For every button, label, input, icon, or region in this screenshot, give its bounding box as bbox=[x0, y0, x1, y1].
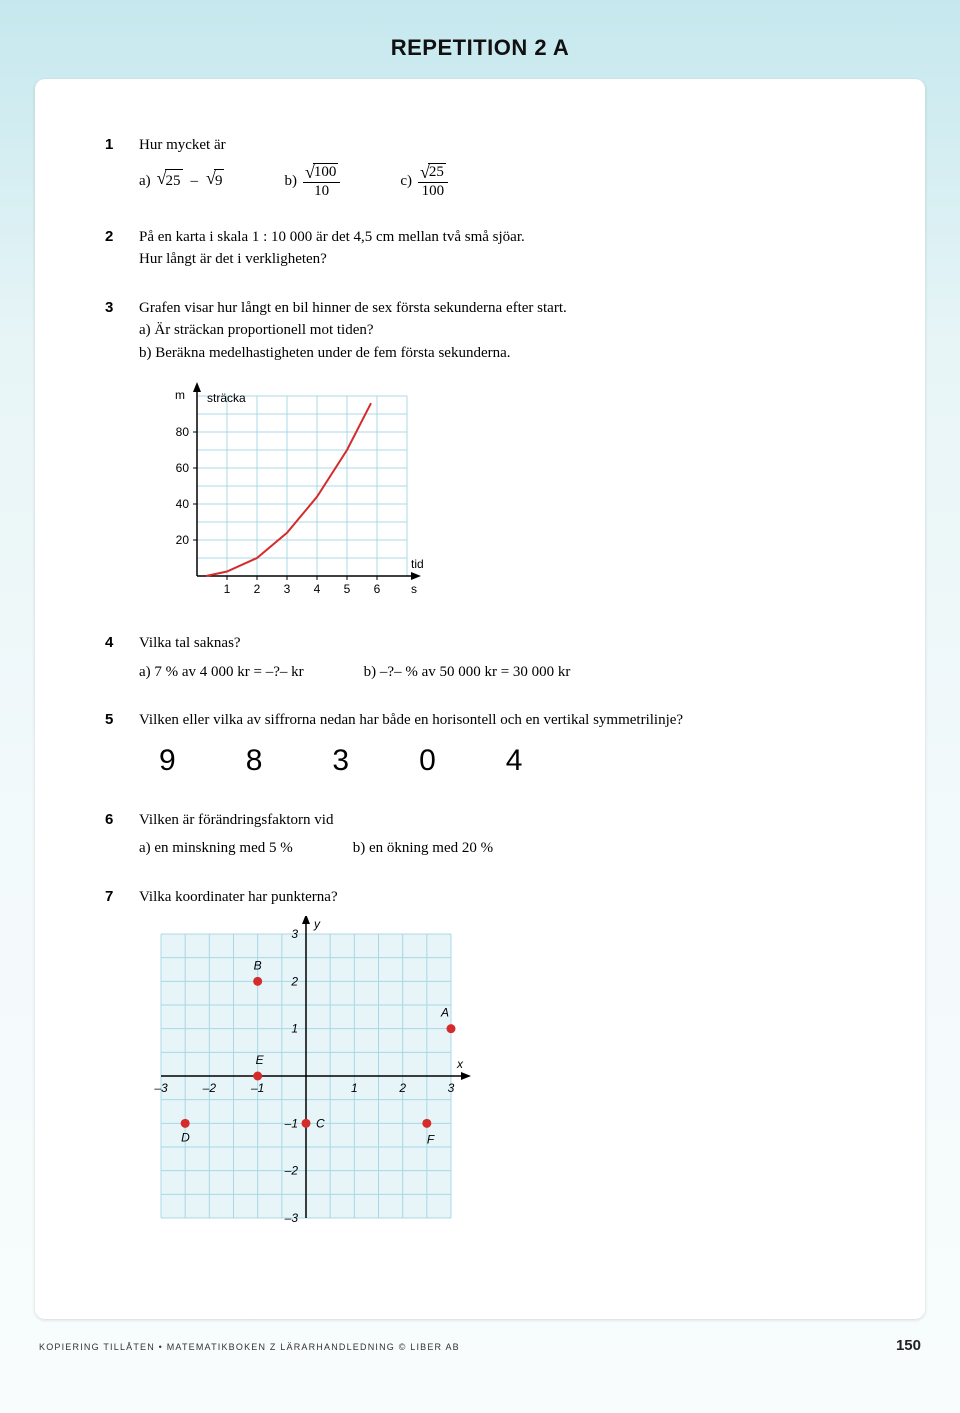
svg-text:–1: –1 bbox=[250, 1081, 264, 1095]
q6-part-b: b) en ökning med 20 % bbox=[353, 837, 493, 860]
q2-number: 2 bbox=[105, 226, 139, 271]
q1-prompt: Hur mycket är bbox=[139, 134, 855, 157]
page-number: 150 bbox=[896, 1337, 921, 1354]
svg-text:E: E bbox=[256, 1053, 265, 1067]
q3-number: 3 bbox=[105, 297, 139, 607]
svg-text:1: 1 bbox=[291, 1022, 298, 1036]
svg-text:1: 1 bbox=[351, 1081, 358, 1095]
q5-prompt: Vilken eller vilka av siffrorna nedan ha… bbox=[139, 709, 855, 732]
svg-text:B: B bbox=[254, 958, 262, 972]
svg-text:2: 2 bbox=[290, 974, 298, 988]
question-1: 1 Hur mycket är a) √25 – √9 b) √100 10 bbox=[105, 134, 855, 200]
svg-text:2: 2 bbox=[398, 1081, 406, 1095]
q7-number: 7 bbox=[105, 886, 139, 1237]
svg-text:3: 3 bbox=[291, 927, 298, 941]
q6-number: 6 bbox=[105, 809, 139, 860]
svg-text:C: C bbox=[316, 1116, 325, 1130]
q1-part-c: c) √25 100 bbox=[400, 163, 448, 200]
q7-chart: –3–2–1123–3–2–1123xyABCDEF bbox=[139, 916, 855, 1236]
q2-line2: Hur långt är det i verkligheten? bbox=[139, 248, 855, 271]
worksheet-card: 1 Hur mycket är a) √25 – √9 b) √100 10 bbox=[35, 79, 925, 1319]
svg-text:1: 1 bbox=[224, 582, 231, 596]
svg-text:2: 2 bbox=[254, 582, 261, 596]
svg-text:6: 6 bbox=[374, 582, 381, 596]
svg-text:4: 4 bbox=[314, 582, 321, 596]
question-2: 2 På en karta i skala 1 : 10 000 är det … bbox=[105, 226, 855, 271]
svg-text:tid: tid bbox=[411, 557, 424, 571]
page-footer: KOPIERING TILLÅTEN • MATEMATIKBOKEN Z LÄ… bbox=[35, 1337, 925, 1354]
q2-line1: På en karta i skala 1 : 10 000 är det 4,… bbox=[139, 226, 855, 249]
q3-line1: Grafen visar hur långt en bil hinner de … bbox=[139, 297, 855, 320]
svg-text:F: F bbox=[427, 1132, 435, 1146]
q5-number: 5 bbox=[105, 709, 139, 783]
svg-text:–3: –3 bbox=[153, 1081, 168, 1095]
q1-part-b: b) √100 10 bbox=[284, 163, 340, 200]
q7-prompt: Vilka koordinater har punkterna? bbox=[139, 886, 855, 909]
svg-text:3: 3 bbox=[284, 582, 291, 596]
question-7: 7 Vilka koordinater har punkterna? –3 –2 –… bbox=[105, 886, 855, 1237]
q3-line3: b) Beräkna medelhastigheten under de fem… bbox=[139, 342, 855, 365]
svg-text:40: 40 bbox=[176, 497, 190, 511]
question-3: 3 Grafen visar hur långt en bil hinner d… bbox=[105, 297, 855, 607]
svg-text:s: s bbox=[411, 582, 417, 596]
svg-text:20: 20 bbox=[176, 533, 190, 547]
svg-text:–2: –2 bbox=[202, 1081, 217, 1095]
question-5: 5 Vilken eller vilka av siffrorna nedan … bbox=[105, 709, 855, 783]
svg-text:D: D bbox=[181, 1130, 190, 1144]
q4-part-a: a) 7 % av 4 000 kr = –?– kr bbox=[139, 661, 304, 684]
svg-text:5: 5 bbox=[344, 582, 351, 596]
question-6: 6 Vilken är förändringsfaktorn vid a) en… bbox=[105, 809, 855, 860]
svg-text:3: 3 bbox=[448, 1081, 455, 1095]
q3-line2: a) Är sträckan proportionell mot tiden? bbox=[139, 319, 855, 342]
q6-part-a: a) en minskning med 5 % bbox=[139, 837, 293, 860]
svg-text:y: y bbox=[313, 917, 321, 931]
svg-text:–3: –3 bbox=[284, 1211, 299, 1225]
q4-prompt: Vilka tal saknas? bbox=[139, 632, 855, 655]
q4-part-b: b) –?– % av 50 000 kr = 30 000 kr bbox=[364, 661, 571, 684]
svg-text:x: x bbox=[456, 1057, 464, 1071]
q3-chart: 20 40 60 80 1 2 3 4 5 6 m sträcka tid s bbox=[157, 376, 855, 606]
q1-number: 1 bbox=[105, 134, 139, 200]
svg-text:80: 80 bbox=[176, 425, 190, 439]
page-title: REPETITION 2 A bbox=[35, 35, 925, 61]
svg-text:m: m bbox=[175, 388, 185, 402]
svg-text:–1: –1 bbox=[284, 1116, 298, 1130]
q1-part-a: a) √25 – √9 bbox=[139, 163, 224, 200]
q6-prompt: Vilken är förändringsfaktorn vid bbox=[139, 809, 855, 832]
svg-text:–2: –2 bbox=[284, 1164, 299, 1178]
svg-text:sträcka: sträcka bbox=[207, 391, 246, 405]
footer-copyright: KOPIERING TILLÅTEN • MATEMATIKBOKEN Z LÄ… bbox=[39, 1342, 460, 1352]
question-4: 4 Vilka tal saknas? a) 7 % av 4 000 kr =… bbox=[105, 632, 855, 683]
q4-number: 4 bbox=[105, 632, 139, 683]
svg-text:A: A bbox=[440, 1006, 449, 1020]
q5-digits: 9 8 3 0 4 bbox=[159, 738, 855, 783]
svg-text:60: 60 bbox=[176, 461, 190, 475]
